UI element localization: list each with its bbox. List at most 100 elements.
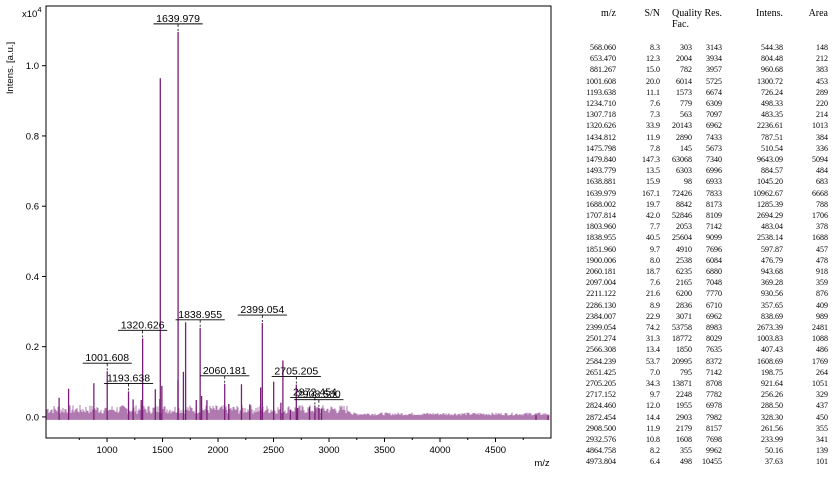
col-sn-cell: 7.6	[650, 278, 660, 288]
col-res-cell: 7982	[706, 412, 722, 422]
col-quality-cell: 2053	[676, 222, 692, 232]
col-sn-cell: 18.7	[646, 267, 660, 276]
col-mz-cell: 2384.007	[586, 311, 616, 321]
col-res-cell: 7635	[706, 345, 722, 355]
col-intens-cell: 787.51	[761, 132, 783, 142]
col-sn-cell: 19.7	[646, 199, 660, 209]
col-area-cell: 341	[816, 435, 828, 444]
col-res-cell: 6674	[706, 87, 722, 97]
col-res-cell: 6084	[706, 255, 722, 265]
col-area-cell: 1706	[812, 211, 828, 220]
col-area-cell: 139	[816, 446, 828, 456]
col-intens-cell: 1300.72	[757, 76, 783, 86]
col-sn-cell: 147.3	[642, 155, 660, 164]
col-intens-cell: 407.43	[761, 345, 783, 355]
x-tick-label: 1500	[152, 445, 173, 456]
col-area-cell: 355	[816, 423, 828, 433]
col-quality-cell: 20143	[672, 121, 692, 131]
col-res-cell: 9962	[706, 446, 722, 456]
col-res-header: Res.	[704, 8, 723, 19]
col-res-cell: 8173	[706, 199, 722, 209]
mass-spectrum-chart: 1000 1500 2000 2500 3000 3500 4000 4500 0.0 0.2 0.…	[5, 5, 552, 469]
col-quality-cell: 25604	[672, 233, 692, 243]
col-sn-cell: 74.2	[646, 323, 660, 332]
col-area-cell: 484	[816, 166, 828, 176]
col-mz-cell: 1234.710	[586, 99, 616, 108]
col-area-cell: 876	[816, 289, 828, 299]
noise-trace	[46, 405, 550, 420]
col-quality-cell: 98	[684, 177, 692, 187]
col-quality-cell: 18772	[672, 334, 692, 344]
spectrum-peaks	[58, 31, 549, 420]
col-res-cell: 8372	[706, 356, 722, 366]
col-res-cell: 6978	[706, 401, 722, 411]
col-intens-cell: 10962.67	[753, 188, 783, 198]
col-mz-cell: 1193.638	[586, 87, 616, 97]
y-tick-label: 0.4	[26, 272, 39, 283]
col-intens-cell: 9643.09	[757, 155, 783, 164]
col-sn-header: S/N	[644, 8, 660, 19]
peak-label: 1001.608	[85, 352, 129, 364]
col-quality-cell: 4910	[676, 244, 692, 254]
col-res-cell: 10455	[702, 457, 722, 467]
col-sn-cell: 20.0	[646, 76, 660, 86]
col-res-cell: 7433	[706, 132, 722, 142]
y-axis-label: Intens. [a.u.]	[5, 42, 16, 94]
y-tick-label: 1.0	[26, 61, 39, 72]
col-res-cell: 7770	[706, 289, 722, 299]
peak-label: 1838.955	[178, 309, 222, 321]
col-area-cell: 214	[816, 110, 828, 120]
col-mz-cell: 1688.002	[586, 199, 616, 209]
col-res-cell: 7142	[706, 367, 722, 377]
col-quality-cell: 303	[680, 43, 692, 52]
col-intens-cell: 544.38	[761, 43, 783, 52]
col-quality-cell: 2903	[676, 412, 692, 422]
peak-label: 1193.638	[107, 372, 150, 384]
col-mz-cell: 2824.460	[586, 401, 616, 411]
col-res-cell: 8157	[706, 423, 722, 433]
x-tick-label: 4000	[429, 445, 450, 456]
col-mz-cell: 2211.122	[586, 289, 616, 299]
col-intens-cell: 1045.20	[757, 177, 783, 187]
col-res-cell: 7142	[706, 222, 722, 232]
col-res-cell: 7698	[706, 435, 722, 444]
col-sn-cell: 13.5	[646, 166, 660, 176]
col-sn-cell: 9.7	[650, 244, 660, 254]
col-area-cell: 6668	[812, 188, 828, 198]
col-sn-cell: 40.5	[646, 233, 660, 243]
col-mz-cell: 2566.308	[586, 345, 616, 355]
col-sn-cell: 21.6	[646, 289, 660, 299]
col-res-cell: 6880	[706, 267, 722, 276]
col-mz-cell: 2286.130	[586, 300, 616, 310]
col-sn-cell: 11.9	[646, 423, 660, 433]
col-res-cell: 6933	[706, 177, 722, 187]
x-tick-label: 4500	[485, 445, 506, 456]
col-area-cell: 450	[816, 412, 828, 422]
col-sn-cell: 7.6	[650, 99, 660, 108]
col-intens-cell: 357.65	[761, 300, 783, 310]
col-area-cell: 5094	[812, 155, 828, 164]
col-mz-cell: 881.267	[590, 65, 616, 75]
col-sn-cell: 13.4	[646, 345, 660, 355]
axes: 1000 1500 2000 2500 3000 3500 4000 4500 0.0 0.2 0.…	[26, 61, 524, 456]
col-res-cell: 8029	[706, 334, 722, 344]
col-mz-cell: 1475.798	[586, 143, 616, 153]
col-quality-cell: 1955	[676, 401, 692, 411]
col-quality-cell: 795	[680, 367, 692, 377]
col-intens-cell: 804.48	[761, 54, 783, 64]
col-quality-cell: 6235	[676, 267, 692, 276]
col-quality-cell: 13871	[672, 379, 692, 388]
col-res-cell: 6996	[706, 166, 722, 176]
col-area-cell: 101	[816, 457, 828, 467]
col-mz-cell: 4864.758	[586, 446, 616, 456]
peak-list-table: m/z S/N Quality Fac. Res. Intens. Area 568.060…	[572, 8, 836, 486]
col-quality-cell: 2248	[676, 390, 692, 400]
col-intens-cell: 1285.39	[757, 199, 783, 209]
col-res-cell: 7340	[706, 155, 722, 164]
col-area-cell: 478	[816, 255, 828, 265]
col-quality-cell: 145	[680, 143, 692, 153]
col-sn-cell: 14.4	[646, 412, 660, 422]
col-sn-cell: 12.3	[646, 54, 660, 64]
col-res-cell: 7097	[706, 110, 722, 120]
col-sn-cell: 10.8	[646, 435, 660, 444]
